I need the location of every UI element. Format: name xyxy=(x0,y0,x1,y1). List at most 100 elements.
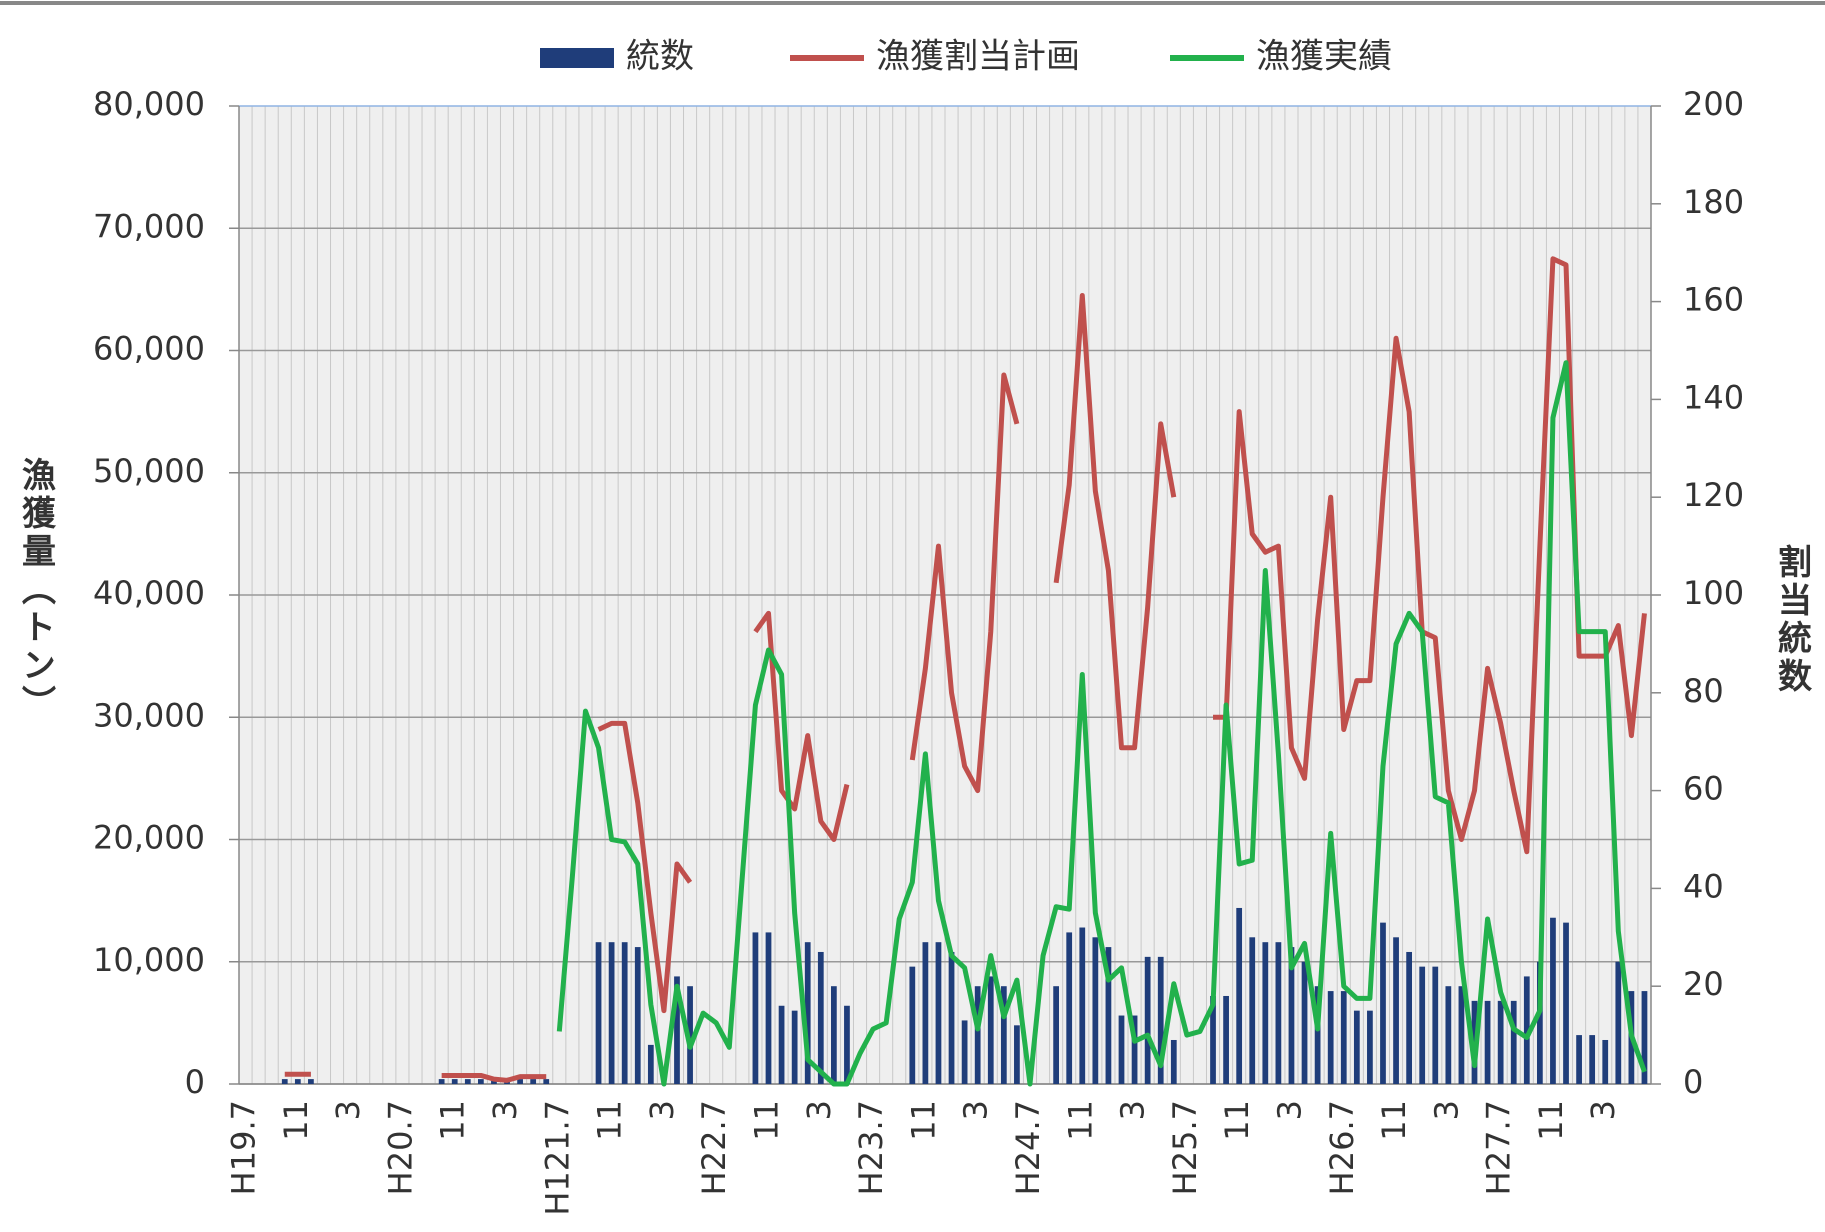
y2-tick-label: 180 xyxy=(1683,183,1744,221)
bar xyxy=(530,1079,537,1084)
bar xyxy=(804,942,811,1084)
x-tick-label: 11 xyxy=(1218,1100,1256,1141)
bar xyxy=(1406,951,1413,1084)
bar xyxy=(778,1005,785,1084)
bar xyxy=(1563,922,1569,1084)
bar xyxy=(464,1079,471,1084)
bar xyxy=(1000,986,1007,1084)
bar xyxy=(1314,986,1321,1084)
bar xyxy=(1288,947,1295,1084)
bar xyxy=(308,1079,314,1084)
bar xyxy=(1550,917,1556,1084)
bar xyxy=(281,1079,288,1084)
bar xyxy=(830,986,837,1084)
legend-label: 漁獲実績 xyxy=(1256,37,1392,77)
x-tick-label: H19.7 xyxy=(225,1100,263,1195)
bar xyxy=(1275,942,1282,1084)
bar xyxy=(634,947,641,1084)
x-tick-label: H26.7 xyxy=(1323,1100,1361,1195)
bar xyxy=(752,932,759,1084)
x-tick-label: 11 xyxy=(748,1100,786,1141)
y-tick-label: 50,000 xyxy=(93,452,205,490)
x-tick-label: 11 xyxy=(1061,1100,1099,1141)
bar xyxy=(477,1079,484,1084)
line-series xyxy=(284,256,1647,1083)
x-tick-label: 3 xyxy=(486,1100,524,1120)
bar xyxy=(1419,966,1426,1084)
y2-tick-label: 0 xyxy=(1683,1063,1703,1101)
bar xyxy=(1066,932,1073,1084)
legend-label: 統数 xyxy=(626,37,694,77)
bar xyxy=(1641,991,1648,1084)
bar xyxy=(1223,995,1229,1084)
bar xyxy=(1536,961,1543,1084)
x-tick-label: 3 xyxy=(329,1100,367,1120)
bar xyxy=(817,951,824,1084)
bar xyxy=(1170,1039,1177,1084)
y2-tick-label: 160 xyxy=(1683,281,1744,319)
bar xyxy=(1510,1000,1517,1084)
bar xyxy=(974,986,981,1084)
bar xyxy=(595,942,602,1084)
y-tick-label: 40,000 xyxy=(93,574,205,612)
bar xyxy=(1393,937,1399,1084)
x-tick-label: 3 xyxy=(1427,1100,1465,1120)
bar xyxy=(1301,961,1308,1084)
x-tick-label: 3 xyxy=(1114,1100,1152,1120)
x-tick-label: 3 xyxy=(1270,1100,1308,1120)
x-tick-label: 11 xyxy=(277,1100,315,1141)
bar xyxy=(987,976,994,1084)
y-tick-label: 70,000 xyxy=(93,207,205,245)
x-tick-label: 11 xyxy=(591,1100,629,1141)
bar xyxy=(1484,1000,1491,1084)
x-tick-label: H23.7 xyxy=(852,1100,890,1195)
bar xyxy=(1105,947,1112,1084)
y-axis-title: 漁獲量（トン） xyxy=(16,457,56,723)
y2-tick-label: 100 xyxy=(1683,574,1744,612)
bar xyxy=(1079,927,1086,1084)
bar xyxy=(1340,991,1347,1084)
bar xyxy=(1157,956,1164,1084)
bar xyxy=(517,1079,523,1084)
y-tick-label: 30,000 xyxy=(93,696,205,734)
y2-axis-title: 割当統数 xyxy=(1772,544,1812,696)
bar xyxy=(1014,1025,1020,1084)
bar xyxy=(1210,995,1216,1084)
bar xyxy=(961,1020,968,1084)
bar xyxy=(674,976,680,1084)
y2-tick-label: 80 xyxy=(1683,672,1724,710)
bar xyxy=(1615,961,1622,1084)
y2-tick-label: 120 xyxy=(1683,476,1744,514)
bar xyxy=(935,942,942,1084)
bar xyxy=(1589,1035,1596,1084)
bar xyxy=(543,1079,550,1084)
bar xyxy=(1445,986,1452,1084)
bar xyxy=(1092,937,1099,1084)
bar xyxy=(844,1005,850,1084)
x-tick-label: H121.7 xyxy=(538,1100,576,1216)
bar xyxy=(922,942,929,1084)
x-tick-label: 3 xyxy=(800,1100,838,1120)
x-tick-label: 11 xyxy=(1375,1100,1413,1141)
bar xyxy=(687,986,693,1084)
bar xyxy=(1458,986,1465,1084)
y2-tick-label: 140 xyxy=(1683,378,1744,416)
bar xyxy=(948,951,955,1084)
bar xyxy=(1602,1039,1609,1084)
y-tick-label: 10,000 xyxy=(93,941,205,979)
bar xyxy=(1380,922,1386,1084)
y2-tick-label: 20 xyxy=(1683,965,1724,1003)
bar xyxy=(1576,1035,1582,1084)
bar xyxy=(1327,991,1334,1084)
bar xyxy=(1144,956,1151,1084)
bar xyxy=(438,1079,445,1084)
bar xyxy=(1432,966,1439,1084)
bar xyxy=(1053,986,1060,1084)
x-tick-label: H24.7 xyxy=(1009,1100,1047,1195)
legend-label: 漁獲割当計画 xyxy=(876,37,1080,77)
x-tick-label: 11 xyxy=(1532,1100,1570,1141)
x-tick-label: H22.7 xyxy=(695,1100,733,1195)
x-tick-label: H27.7 xyxy=(1480,1100,1518,1195)
bar xyxy=(294,1079,301,1084)
